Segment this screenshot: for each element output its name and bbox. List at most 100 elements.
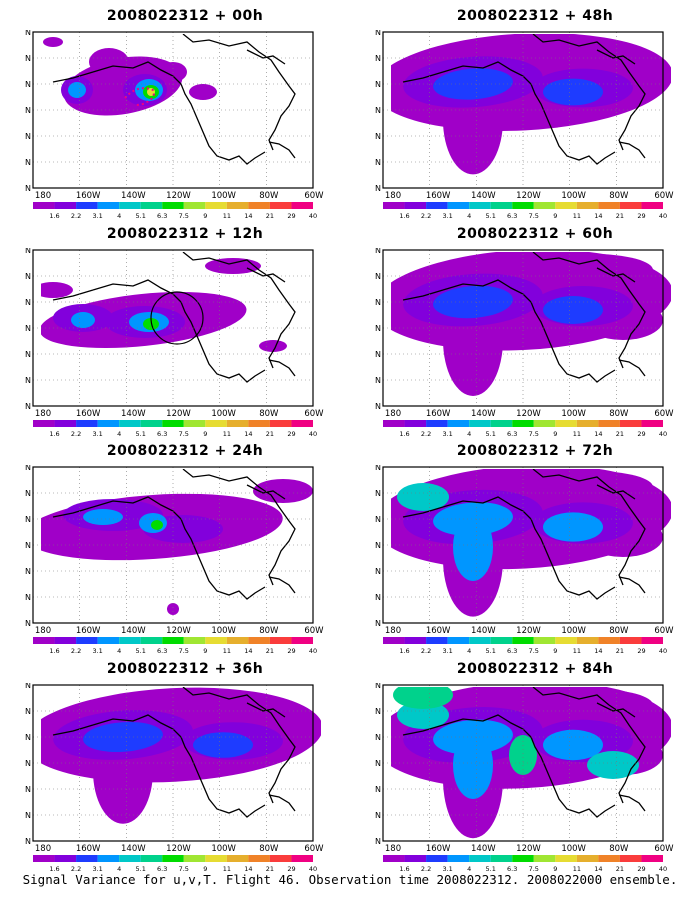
coastline [442, 61, 616, 165]
lat-tick-label: 40N [375, 759, 381, 768]
colorbar-swatch [576, 637, 599, 644]
colorbar-label: 7.5 [179, 865, 189, 873]
coastline [618, 141, 646, 159]
colorbar-swatch [183, 855, 206, 862]
flight-track [124, 87, 155, 106]
lat-tick-label: 70N [375, 248, 381, 255]
colorbar-label: 5.1 [486, 212, 496, 220]
colorbar-label: 40 [309, 430, 317, 438]
colorbar-swatch [119, 202, 141, 209]
coastline [402, 506, 444, 518]
colorbar-swatch [162, 202, 184, 209]
colorbar-label: 6.3 [507, 865, 517, 873]
colorbar-swatch [97, 202, 120, 209]
colorbar-swatch [140, 420, 163, 427]
colorbar-swatch [619, 855, 642, 862]
colorbar-label: 29 [287, 647, 295, 655]
colorbar-swatch [447, 420, 470, 427]
lon-tick-label: 100W [211, 409, 236, 419]
lon-tick-label: 140W [121, 409, 146, 419]
lat-tick-label: 30N [375, 785, 381, 794]
lat-tick-label: 50N [375, 733, 381, 742]
lat-tick-label: 40N [375, 324, 381, 333]
variance-field [43, 34, 296, 165]
colorbar-swatch [404, 637, 427, 644]
panel-title: 2008022312 + 48h [456, 8, 614, 24]
colorbar-label: 5.1 [136, 865, 146, 873]
lat-tick-label: 70N [375, 30, 381, 37]
lon-tick-label: 60W [304, 844, 324, 854]
colorbar-swatch [119, 637, 141, 644]
coastline [52, 71, 94, 83]
coastline [532, 252, 646, 369]
colorbar-swatch [119, 855, 141, 862]
variance-field [391, 34, 671, 175]
colorbar-label: 1.6 [49, 647, 59, 655]
colorbar-label: 4 [467, 865, 471, 873]
lat-tick-label: 10N [375, 402, 381, 411]
colorbar-label: 11 [223, 647, 231, 655]
map-panel: 2008022312 + 84h 70N 60N 50N 40N 30N 20N 10N 180… [375, 661, 700, 879]
lat-tick-label: 40N [25, 759, 31, 768]
lat-tick-label: 10N [375, 184, 381, 193]
lon-tick-label: 160W [76, 409, 101, 419]
panel-title: 2008022312 + 36h [106, 661, 264, 677]
panel-title: 2008022312 + 84h [456, 661, 614, 677]
colorbar-label: 6.3 [157, 212, 167, 220]
colorbar-swatch [140, 855, 163, 862]
colorbar-swatch [76, 420, 98, 427]
colorbar-label: 6.3 [507, 647, 517, 655]
lat-tick-label: 70N [375, 465, 381, 472]
map-plot: 70N 60N 50N 40N 30N 20N 10N 180 160W 140W 120W 100W… [375, 248, 674, 438]
colorbar-label: 21 [616, 430, 624, 438]
colorbar-swatch [269, 202, 292, 209]
colorbar-swatch [641, 855, 663, 862]
colorbar-swatch [205, 420, 227, 427]
colorbar-label: 7.5 [529, 865, 539, 873]
lat-tick-label: 20N [375, 376, 381, 385]
colorbar-label: 4 [117, 430, 121, 438]
colorbar-label: 11 [223, 430, 231, 438]
lon-tick-label: 180 [385, 409, 401, 419]
colorbar-label: 9 [553, 430, 557, 438]
colorbar-label: 1.6 [49, 865, 59, 873]
lon-tick-label: 100W [211, 191, 236, 201]
map-plot: 70N 60N 50N 40N 30N 20N 10N 180 160W 140W 120W 100W… [25, 465, 324, 655]
colorbar-label: 21 [266, 865, 274, 873]
lon-tick-label: 160W [76, 844, 101, 854]
colorbar-swatch [576, 855, 599, 862]
colorbar-label: 2.2 [71, 430, 81, 438]
lat-tick-label: 60N [25, 489, 31, 498]
lat-tick-label: 60N [25, 707, 31, 716]
lat-tick-label: 60N [25, 54, 31, 63]
colorbar-label: 1.6 [399, 430, 409, 438]
coastline [532, 687, 646, 804]
colorbar-swatch [248, 202, 270, 209]
lon-tick-label: 180 [35, 844, 51, 854]
colorbar-swatch [291, 855, 313, 862]
colorbar-swatch [533, 420, 556, 427]
coastline [268, 141, 296, 159]
coastline [52, 724, 94, 736]
panel-title: 2008022312 + 60h [456, 226, 614, 242]
colorbar-label: 4 [117, 212, 121, 220]
colorbar-swatch [162, 855, 184, 862]
lon-tick-label: 80W [259, 409, 279, 419]
lat-tick-label: 60N [375, 54, 381, 63]
colorbar-label: 7.5 [529, 647, 539, 655]
coastline [92, 279, 266, 383]
colorbar-swatch [576, 420, 599, 427]
lat-tick-label: 40N [375, 106, 381, 115]
lon-tick-label: 140W [121, 844, 146, 854]
colorbar-swatch [533, 637, 556, 644]
colorbar-swatch [533, 855, 556, 862]
colorbar-swatch [162, 420, 184, 427]
colorbar-label: 3.1 [442, 430, 452, 438]
colorbar-swatch [269, 637, 292, 644]
colorbar-label: 21 [266, 430, 274, 438]
colorbar-swatch [183, 202, 206, 209]
lon-tick-label: 120W [166, 191, 191, 201]
lat-tick-label: 70N [25, 683, 31, 690]
lon-tick-label: 60W [654, 191, 674, 201]
coastline [596, 484, 636, 500]
